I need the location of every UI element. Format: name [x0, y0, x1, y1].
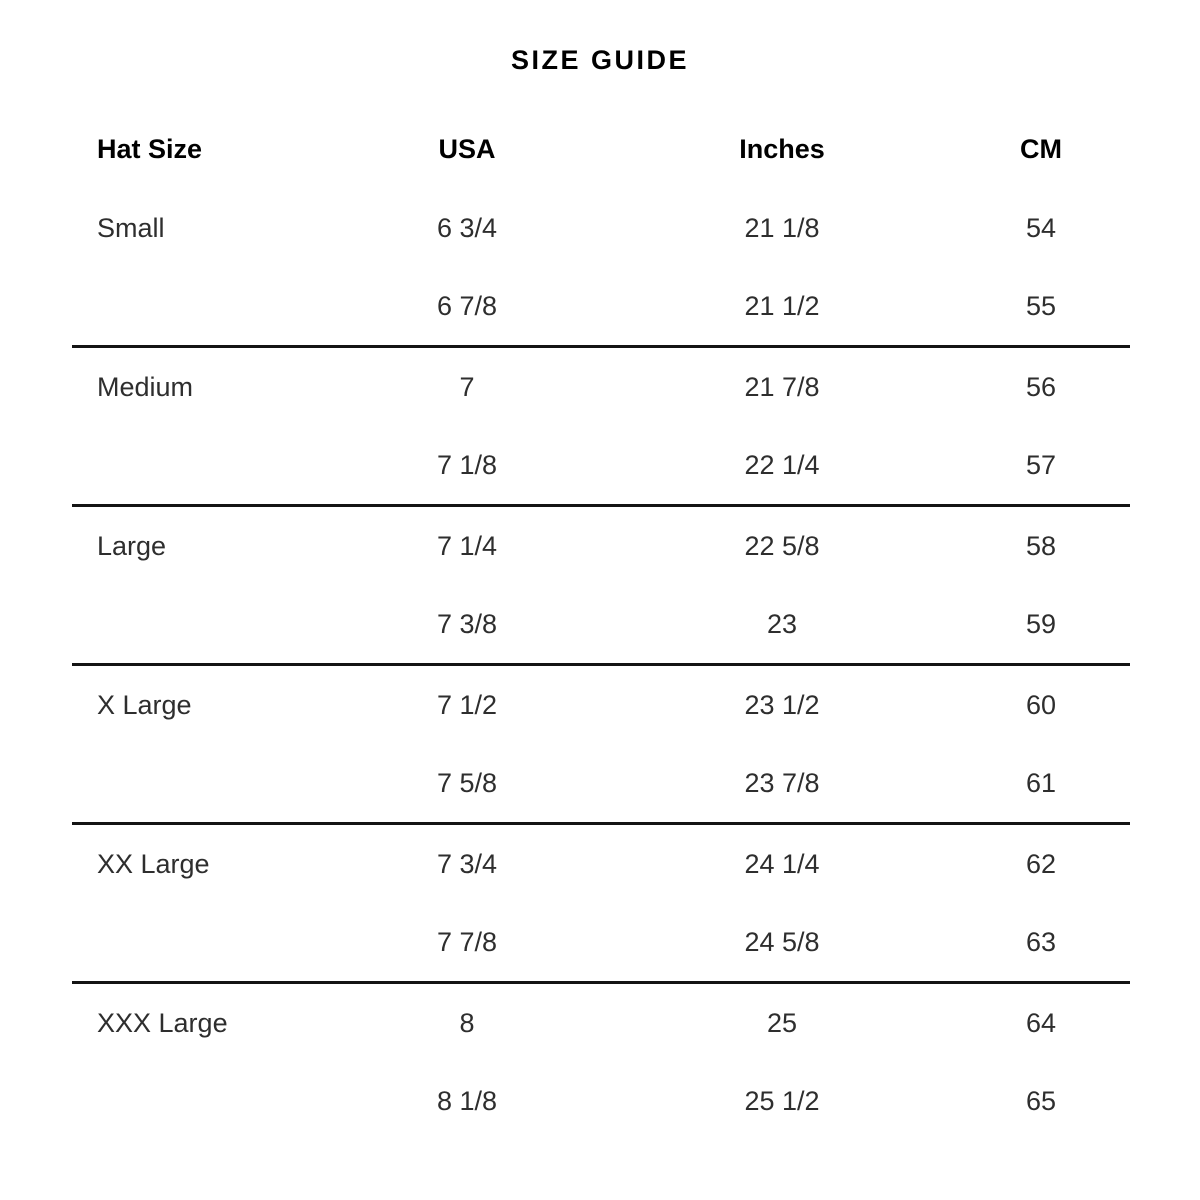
cell-hat-size: XX Large	[97, 848, 210, 879]
table-row: 7 1/8 22 1/4 57	[72, 426, 1130, 504]
cell-usa: 8	[459, 1007, 475, 1038]
cell-hat-size: Small	[97, 212, 165, 243]
cell-cm: 54	[1025, 212, 1057, 243]
size-group-small: Small 6 3/4 21 1/8 54 6 7/8 21 1/2 55	[72, 189, 1130, 348]
cell-inches: 22 5/8	[744, 530, 820, 561]
size-group-xxx-large: XXX Large 8 25 64 8 1/8 25 1/2 65	[72, 984, 1130, 1140]
table-row: XX Large 7 3/4 24 1/4 62	[72, 825, 1130, 903]
page-title: SIZE GUIDE	[510, 45, 690, 75]
cell-inches: 25 1/2	[744, 1085, 820, 1116]
cell-cm: 65	[1025, 1085, 1057, 1116]
cell-usa: 7 7/8	[436, 926, 498, 957]
cell-cm: 62	[1025, 848, 1057, 879]
cell-usa: 7	[459, 371, 475, 402]
cell-hat-size: Medium	[97, 371, 194, 402]
cell-cm: 64	[1025, 1007, 1057, 1038]
cell-inches: 23 7/8	[744, 767, 820, 798]
cell-cm: 57	[1025, 449, 1057, 480]
cell-hat-size: Large	[97, 530, 167, 561]
size-guide-page: SIZE GUIDE Hat Size USA Inches CM Small …	[72, 45, 1130, 1140]
cell-cm: 61	[1025, 767, 1057, 798]
cell-inches: 24 5/8	[744, 926, 820, 957]
table-row: 7 3/8 23 59	[72, 585, 1130, 663]
size-group-x-large: X Large 7 1/2 23 1/2 60 7 5/8 23 7/8 61	[72, 666, 1130, 825]
cell-usa: 7 5/8	[436, 767, 498, 798]
cell-inches: 25	[766, 1007, 798, 1038]
column-header-inches: Inches	[739, 133, 825, 164]
size-group-medium: Medium 7 21 7/8 56 7 1/8 22 1/4 57	[72, 348, 1130, 507]
cell-inches: 21 1/2	[744, 290, 820, 321]
cell-usa: 8 1/8	[436, 1085, 498, 1116]
cell-cm: 63	[1025, 926, 1057, 957]
table-row: 8 1/8 25 1/2 65	[72, 1062, 1130, 1140]
cell-usa: 6 7/8	[436, 290, 498, 321]
cell-cm: 60	[1025, 689, 1057, 720]
size-group-large: Large 7 1/4 22 5/8 58 7 3/8 23 59	[72, 507, 1130, 666]
cell-inches: 23	[766, 608, 798, 639]
table-row: X Large 7 1/2 23 1/2 60	[72, 666, 1130, 744]
cell-cm: 58	[1025, 530, 1057, 561]
table-row: Large 7 1/4 22 5/8 58	[72, 507, 1130, 585]
cell-inches: 22 1/4	[744, 449, 820, 480]
table-row: 7 7/8 24 5/8 63	[72, 903, 1130, 981]
column-header-cm: CM	[1020, 133, 1062, 164]
cell-usa: 7 1/2	[436, 689, 498, 720]
cell-usa: 7 3/4	[436, 848, 498, 879]
table-header-row: Hat Size USA Inches CM	[72, 109, 1130, 189]
table-row: Medium 7 21 7/8 56	[72, 348, 1130, 426]
cell-inches: 24 1/4	[744, 848, 820, 879]
cell-hat-size: X Large	[97, 689, 192, 720]
table-row: 6 7/8 21 1/2 55	[72, 267, 1130, 345]
table-row: Small 6 3/4 21 1/8 54	[72, 189, 1130, 267]
size-group-xx-large: XX Large 7 3/4 24 1/4 62 7 7/8 24 5/8 63	[72, 825, 1130, 984]
cell-usa: 6 3/4	[436, 212, 498, 243]
column-header-usa: USA	[438, 133, 496, 164]
cell-inches: 21 7/8	[744, 371, 820, 402]
column-header-hat-size: Hat Size	[97, 133, 203, 164]
cell-cm: 59	[1025, 608, 1057, 639]
cell-cm: 55	[1025, 290, 1057, 321]
table-row: XXX Large 8 25 64	[72, 984, 1130, 1062]
size-table: Hat Size USA Inches CM Small 6 3/4 21 1/…	[72, 109, 1130, 1140]
table-row: 7 5/8 23 7/8 61	[72, 744, 1130, 822]
cell-usa: 7 1/8	[436, 449, 498, 480]
cell-cm: 56	[1025, 371, 1057, 402]
cell-usa: 7 3/8	[436, 608, 498, 639]
cell-usa: 7 1/4	[436, 530, 498, 561]
cell-hat-size: XXX Large	[97, 1007, 228, 1038]
cell-inches: 21 1/8	[744, 212, 820, 243]
cell-inches: 23 1/2	[744, 689, 820, 720]
